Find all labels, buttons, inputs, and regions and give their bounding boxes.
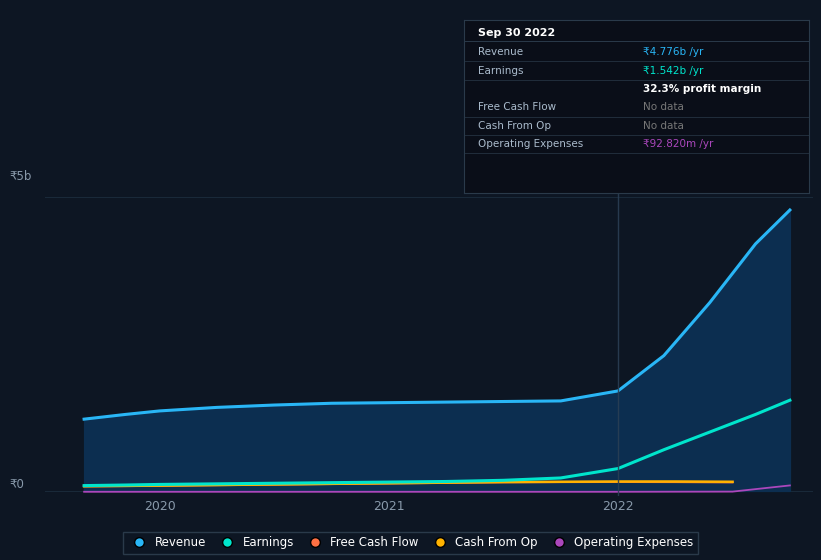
Text: ₹0: ₹0 — [10, 478, 25, 491]
Text: Free Cash Flow: Free Cash Flow — [478, 102, 556, 113]
Text: No data: No data — [643, 102, 684, 113]
Text: ₹5b: ₹5b — [10, 170, 32, 183]
Text: ₹1.542b /yr: ₹1.542b /yr — [643, 66, 704, 76]
Text: Earnings: Earnings — [478, 66, 523, 76]
Text: ₹4.776b /yr: ₹4.776b /yr — [643, 47, 704, 57]
Text: Operating Expenses: Operating Expenses — [478, 139, 583, 150]
Text: No data: No data — [643, 121, 684, 131]
Text: Revenue: Revenue — [478, 47, 523, 57]
Text: ₹92.820m /yr: ₹92.820m /yr — [643, 139, 713, 150]
Text: 32.3% profit margin: 32.3% profit margin — [643, 84, 761, 94]
Text: Sep 30 2022: Sep 30 2022 — [478, 27, 555, 38]
Legend: Revenue, Earnings, Free Cash Flow, Cash From Op, Operating Expenses: Revenue, Earnings, Free Cash Flow, Cash … — [122, 531, 699, 554]
Text: Cash From Op: Cash From Op — [478, 121, 551, 131]
